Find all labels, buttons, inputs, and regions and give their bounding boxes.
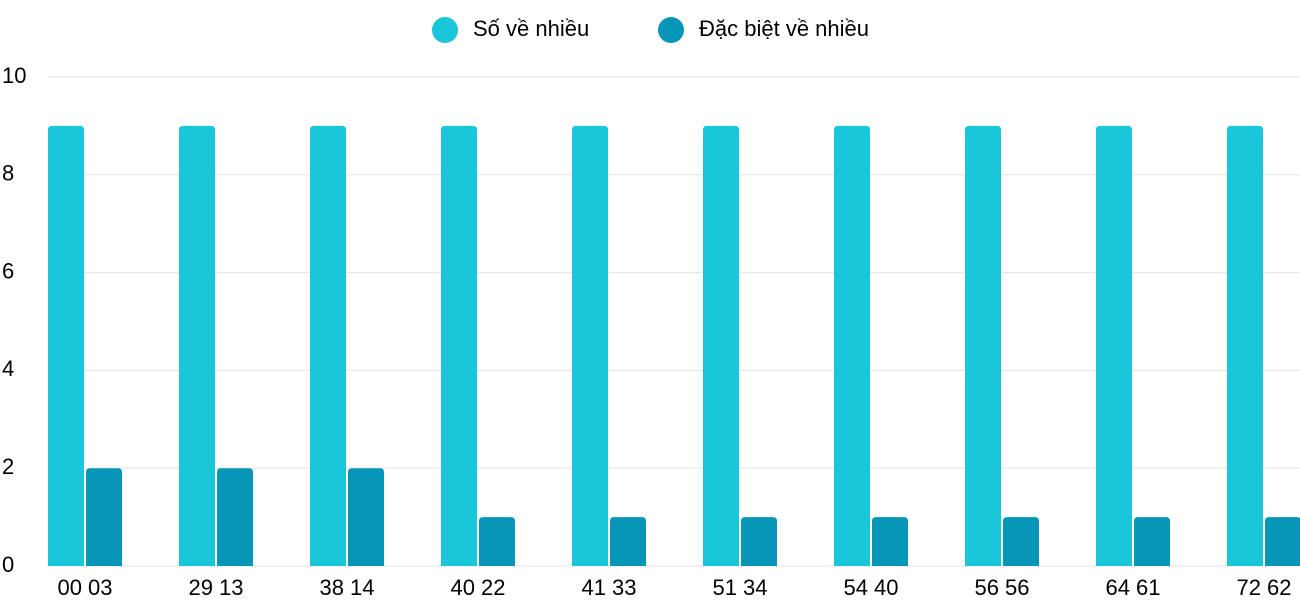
x-tick-label: 38 14 xyxy=(319,575,374,600)
x-tick-label: 72 62 xyxy=(1236,575,1291,600)
legend-label: Số về nhiều xyxy=(473,16,589,41)
legend-marker xyxy=(658,17,684,43)
legend-label: Đặc biệt về nhiều xyxy=(699,16,869,41)
y-tick-label: 4 xyxy=(2,356,14,381)
x-tick-label: 54 40 xyxy=(843,575,898,600)
y-tick-label: 8 xyxy=(2,161,14,186)
bar xyxy=(572,125,608,567)
bar xyxy=(179,125,215,567)
bar xyxy=(479,517,515,566)
bar xyxy=(86,468,122,566)
bar xyxy=(217,468,253,566)
legend-marker xyxy=(432,17,458,43)
y-tick-label: 10 xyxy=(2,63,26,88)
bar xyxy=(610,517,646,566)
bar xyxy=(1003,517,1039,566)
bar xyxy=(872,517,908,566)
bar xyxy=(1265,517,1300,566)
x-tick-label: 29 13 xyxy=(188,575,243,600)
bar xyxy=(48,125,84,567)
bar xyxy=(1227,125,1263,567)
bar xyxy=(348,468,384,566)
x-tick-label: 56 56 xyxy=(974,575,1029,600)
bar xyxy=(834,125,870,567)
bar xyxy=(1134,517,1170,566)
x-tick-label: 51 34 xyxy=(712,575,767,600)
y-tick-label: 0 xyxy=(2,552,14,577)
x-tick-label: 64 61 xyxy=(1105,575,1160,600)
bar xyxy=(703,125,739,567)
bar xyxy=(1096,125,1132,567)
bar xyxy=(441,125,477,567)
x-tick-label: 40 22 xyxy=(450,575,505,600)
x-tick-label: 41 33 xyxy=(581,575,636,600)
bar xyxy=(741,517,777,566)
y-tick-label: 2 xyxy=(2,454,14,479)
y-tick-label: 6 xyxy=(2,258,14,283)
x-tick-label: 00 03 xyxy=(57,575,112,600)
bar xyxy=(965,125,1001,567)
bar xyxy=(310,125,346,567)
